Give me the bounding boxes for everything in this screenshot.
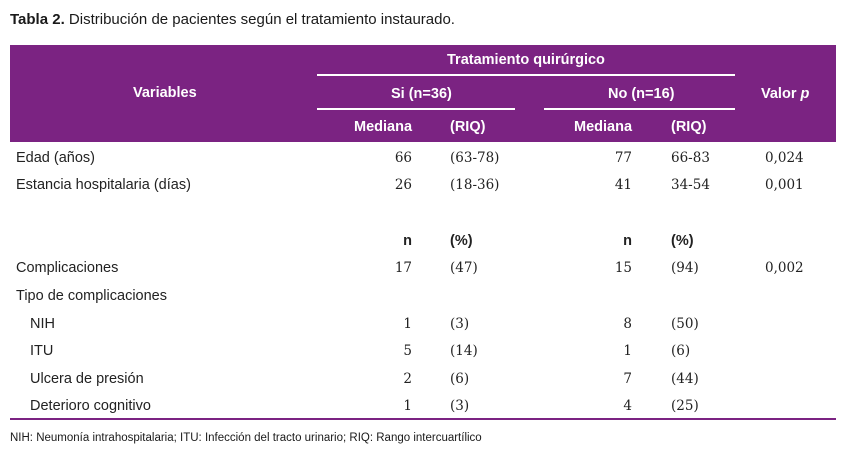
no-value: 41 (614, 177, 632, 193)
si-n-header: n (403, 233, 412, 249)
p-value: 0,024 (765, 150, 804, 166)
caption-label: Tabla 2. (10, 11, 65, 28)
row-label: Estancia hospitalaria (días) (16, 177, 191, 193)
row-label: Complicaciones (16, 260, 119, 276)
no-value: 8 (623, 316, 632, 332)
table-subheader-row: n (%) n (%) (10, 228, 836, 254)
si-value: 5 (403, 343, 412, 359)
table-header: Variables Tratamiento quirúrgico Si (n=3… (10, 45, 836, 142)
si-range: (3) (450, 316, 470, 332)
table-row: Edad (años) 66 (63-78) 77 66-83 0,024 (10, 145, 836, 171)
si-range: (18-36) (450, 177, 500, 193)
row-label: NIH (30, 316, 55, 332)
no-range: (94) (671, 260, 699, 276)
header-no: No (n=16) (608, 86, 675, 102)
header-no-mediana: Mediana (574, 119, 633, 135)
no-value: 77 (614, 150, 632, 166)
no-value: 15 (614, 260, 632, 276)
si-value: 1 (403, 316, 412, 332)
header-si: Si (n=36) (391, 86, 452, 102)
no-range: (6) (671, 343, 691, 359)
si-value: 26 (394, 177, 412, 193)
no-range: 34-54 (671, 177, 710, 193)
si-range: (47) (450, 260, 478, 276)
caption-text: Distribución de pacientes según el trata… (64, 11, 455, 28)
row-label: Ulcera de presión (30, 371, 144, 387)
no-value: 7 (623, 371, 632, 387)
table-bottom-rule (10, 418, 836, 420)
si-pct-header: (%) (450, 233, 473, 249)
no-n-header: n (623, 233, 632, 249)
no-range: 66-83 (671, 150, 710, 166)
table-caption: Tabla 2. Distribución de pacientes según… (10, 11, 455, 28)
si-range: (3) (450, 398, 470, 414)
row-label: Deterioro cognitivo (30, 398, 151, 414)
no-range: (50) (671, 316, 699, 332)
si-range: (14) (450, 343, 478, 359)
no-range: (25) (671, 398, 699, 414)
table-row: NIH 1 (3) 8 (50) (10, 311, 836, 337)
header-variables: Variables (133, 85, 197, 101)
si-range: (63-78) (450, 150, 500, 166)
table-row: Tipo de complicaciones (10, 283, 836, 309)
header-group-rule (317, 74, 735, 76)
header-no-riq: (RIQ) (671, 119, 707, 135)
table-row: Complicaciones 17 (47) 15 (94) 0,002 (10, 255, 836, 281)
header-valor: Valor (761, 86, 801, 102)
header-si-riq: (RIQ) (450, 119, 486, 135)
header-si-mediana: Mediana (354, 119, 413, 135)
header-group: Tratamiento quirúrgico (447, 52, 605, 68)
header-si-rule (317, 108, 515, 110)
si-range: (6) (450, 371, 470, 387)
si-value: 2 (403, 371, 412, 387)
no-value: 4 (623, 398, 632, 414)
no-pct-header: (%) (671, 233, 694, 249)
row-label: ITU (30, 343, 54, 359)
table-row: Ulcera de presión 2 (6) 7 (44) (10, 366, 836, 392)
header-no-rule (544, 108, 735, 110)
si-value: 1 (403, 398, 412, 414)
row-label: Edad (años) (16, 150, 95, 166)
p-value: 0,001 (765, 177, 804, 193)
table-row: Estancia hospitalaria (días) 26 (18-36) … (10, 172, 836, 198)
table-row: ITU 5 (14) 1 (6) (10, 338, 836, 364)
table-footnote: NIH: Neumonía intrahospitalaria; ITU: In… (10, 432, 482, 444)
header-valor-p-letter: p (800, 86, 810, 102)
table-row: Deterioro cognitivo 1 (3) 4 (25) (10, 393, 836, 419)
no-range: (44) (671, 371, 699, 387)
no-value: 1 (623, 343, 632, 359)
header-valor-p: Valor p (761, 86, 809, 102)
p-value: 0,002 (765, 260, 804, 276)
si-value: 66 (394, 150, 412, 166)
si-value: 17 (394, 260, 412, 276)
row-label: Tipo de complicaciones (16, 288, 167, 304)
